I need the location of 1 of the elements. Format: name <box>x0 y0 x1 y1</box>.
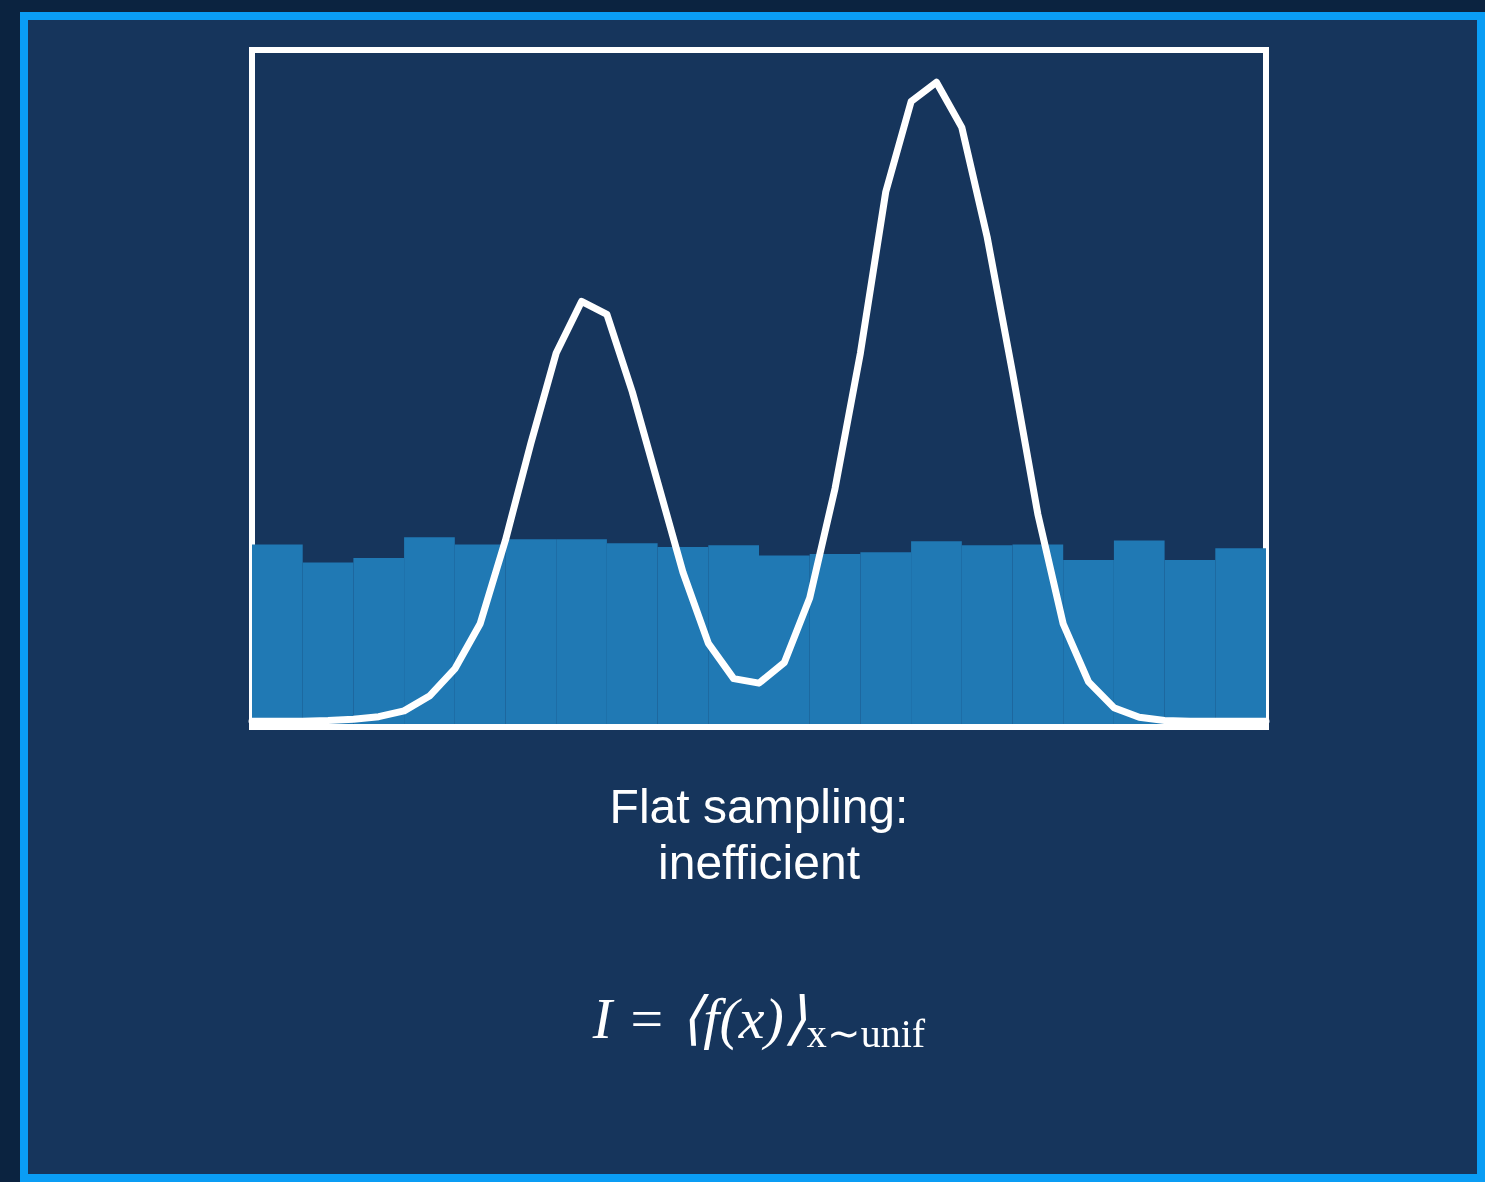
text: Flat sampling: inefficient <box>609 779 909 889</box>
